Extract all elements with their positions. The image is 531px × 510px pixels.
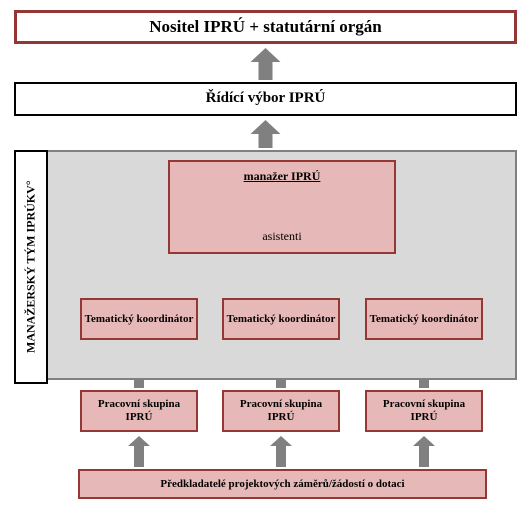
- workgroup-l1: Pracovní skupina: [240, 398, 322, 411]
- title-box: Nositel IPRÚ + statutární orgán: [14, 10, 517, 44]
- coordinator-box-3: Tematický koordinátor: [365, 298, 483, 340]
- steering-text: Řídící výbor IPRÚ: [206, 90, 326, 107]
- workgroup-l2: IPRÚ: [268, 411, 295, 424]
- coordinator-box-1: Tematický koordinátor: [80, 298, 198, 340]
- workgroup-box-3: Pracovní skupina IPRÚ: [365, 390, 483, 432]
- title-text: Nositel IPRÚ + statutární orgán: [149, 17, 382, 37]
- workgroup-box-2: Pracovní skupina IPRÚ: [222, 390, 340, 432]
- workgroup-l1: Pracovní skupina: [383, 398, 465, 411]
- applicants-text: Předkladatelé projektových záměrů/žádost…: [160, 478, 404, 491]
- coordinator-label: Tematický koordinátor: [370, 313, 479, 326]
- manager-label: manažer IPRÚ: [244, 170, 321, 184]
- sidebar-label-box: MANAŽERSKÝ TÝM IPRÚKV°: [14, 150, 48, 384]
- sidebar-label-text: MANAŽERSKÝ TÝM IPRÚKV°: [24, 181, 39, 354]
- manager-block: manažer IPRÚ asistenti: [168, 160, 396, 254]
- workgroup-l2: IPRÚ: [126, 411, 153, 424]
- applicants-box: Předkladatelé projektových záměrů/žádost…: [78, 469, 487, 499]
- workgroup-l1: Pracovní skupina: [98, 398, 180, 411]
- coordinator-label: Tematický koordinátor: [227, 313, 336, 326]
- assistants-label: asistenti: [262, 230, 301, 244]
- coordinator-box-2: Tematický koordinátor: [222, 298, 340, 340]
- coordinator-label: Tematický koordinátor: [85, 313, 194, 326]
- workgroup-l2: IPRÚ: [411, 411, 438, 424]
- steering-committee-box: Řídící výbor IPRÚ: [14, 82, 517, 116]
- workgroup-box-1: Pracovní skupina IPRÚ: [80, 390, 198, 432]
